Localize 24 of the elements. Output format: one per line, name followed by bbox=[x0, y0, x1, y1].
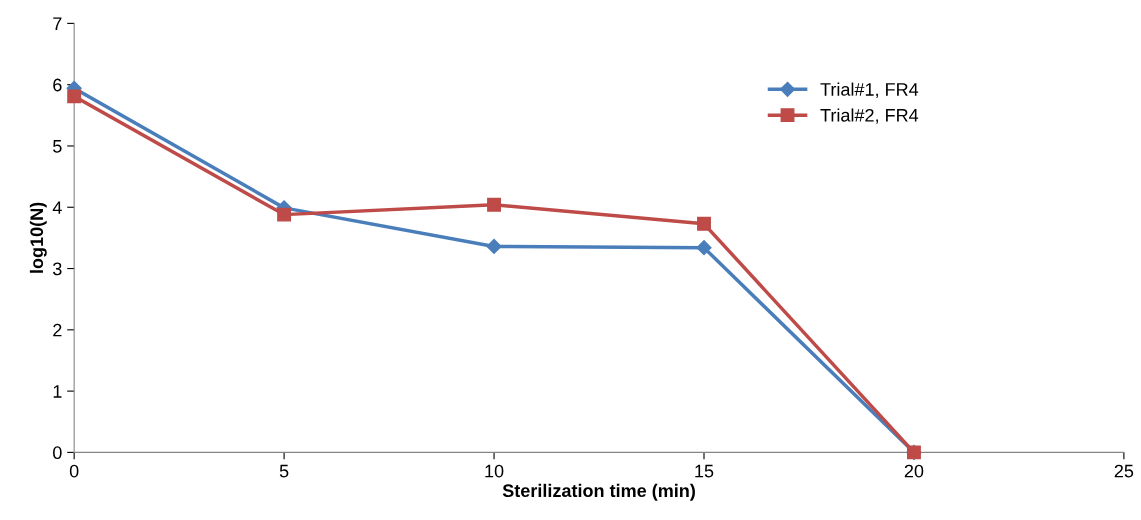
x-tick-label: 5 bbox=[279, 464, 289, 478]
y-tick-label: 0 bbox=[53, 446, 62, 460]
y-tick-label: 4 bbox=[52, 201, 62, 214]
y-tick-label: 6 bbox=[53, 78, 62, 92]
y-tick-label: 5 bbox=[53, 140, 62, 153]
point bbox=[67, 89, 82, 104]
x-axis-title: Sterilization time (min) bbox=[502, 483, 695, 501]
y-tick-label: 2 bbox=[53, 323, 62, 337]
x-tick-label: 0 bbox=[69, 464, 79, 478]
x-tick-label: 15 bbox=[695, 464, 714, 478]
y-axis-title: log10(N) bbox=[29, 202, 47, 273]
x-tick-label: 25 bbox=[1114, 464, 1134, 478]
point bbox=[486, 238, 502, 255]
point bbox=[697, 216, 711, 231]
y-tick-label: 7 bbox=[53, 17, 62, 30]
point bbox=[696, 240, 712, 256]
x-tick-label: 10 bbox=[485, 464, 504, 478]
legend-label: Trial#1, FR4 bbox=[820, 82, 919, 98]
y-tick-label: 1 bbox=[53, 385, 62, 398]
x-tick-label: 20 bbox=[904, 464, 924, 478]
legend-label: Trial#2, FR4 bbox=[820, 108, 919, 124]
point bbox=[487, 197, 501, 212]
point bbox=[277, 207, 292, 222]
y-tick-label: 3 bbox=[53, 262, 62, 276]
